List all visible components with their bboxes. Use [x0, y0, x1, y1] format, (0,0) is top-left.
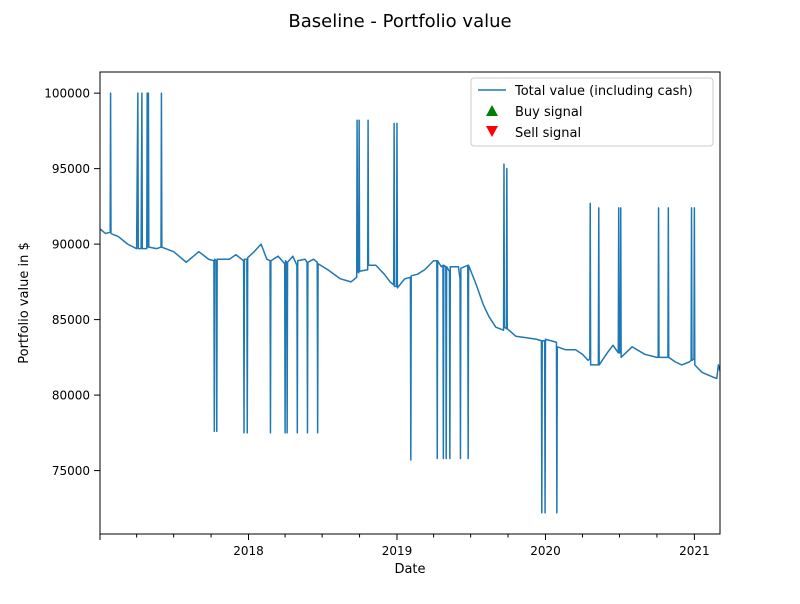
x-tick-label: 2019	[382, 544, 413, 558]
y-tick-label: 95000	[52, 162, 90, 176]
plot-area	[99, 92, 721, 514]
sell-signal-triangle-icon	[486, 126, 498, 137]
legend-label-sell-signal: Sell signal	[515, 126, 581, 141]
legend-frame	[470, 77, 714, 147]
x-axis-label: Date	[394, 562, 425, 577]
x-axis: 2018 2019 2020 2021	[99, 534, 710, 558]
x-tick-label: 2020	[530, 544, 561, 558]
x-tick-label: 2021	[679, 544, 710, 558]
y-tick-label: 85000	[52, 313, 90, 327]
legend-label-buy-signal: Buy signal	[515, 105, 582, 120]
y-tick-label: 100000	[44, 87, 90, 101]
y-tick-label: 75000	[52, 464, 90, 478]
legend-label-total-value: Total value (including cash)	[514, 84, 693, 99]
plot-frame	[99, 71, 721, 535]
y-axis: 75000 80000 85000 90000 95000 100000	[44, 87, 100, 478]
x-tick-label: 2018	[233, 544, 264, 558]
buy-signal-triangle-icon	[486, 105, 498, 116]
y-tick-label: 90000	[52, 238, 90, 252]
chart-title: Baseline - Portfolio value	[288, 11, 511, 32]
y-tick-label: 80000	[52, 389, 90, 403]
y-axis-label: Portfolio value in $	[17, 242, 32, 364]
legend: Total value (including cash) Buy signal …	[470, 77, 714, 147]
series-line-total-value	[99, 92, 721, 514]
